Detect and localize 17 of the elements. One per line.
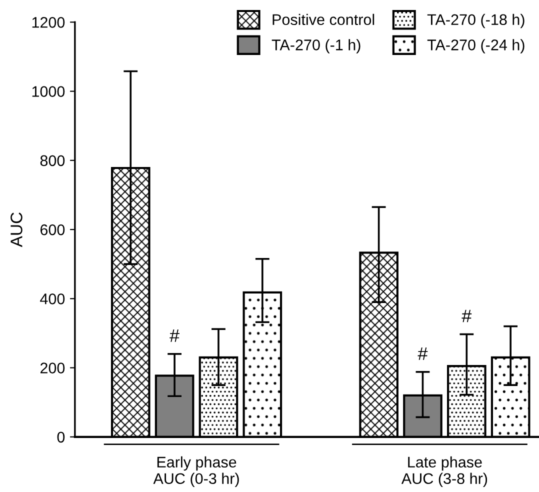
x-tick-label: Late phase AUC (3-8 hr) (401, 456, 488, 488)
legend-label: TA-270 (-1 h) (272, 39, 360, 54)
data-label: # (462, 310, 472, 322)
y-tick-label: 1200 (32, 17, 65, 28)
y-tick-label: 800 (40, 155, 65, 166)
y-tick-label: 200 (40, 362, 65, 374)
y-tick-label: 1000 (32, 86, 65, 97)
data-label: # (170, 330, 180, 342)
legend-label: TA-270 (-24 h) (427, 39, 524, 54)
y-tick-label: 400 (40, 294, 65, 304)
y-axis-title: AUC (10, 212, 22, 248)
y-tick-label: 600 (40, 224, 65, 236)
y-tick-label: 0 (57, 432, 65, 443)
x-tick-label: Early phase AUC (0-3 hr) (153, 456, 239, 488)
legend-label: Positive control (272, 14, 374, 26)
data-label: # (418, 347, 428, 360)
legend-label: TA-270 (-18 h) (427, 14, 524, 28)
